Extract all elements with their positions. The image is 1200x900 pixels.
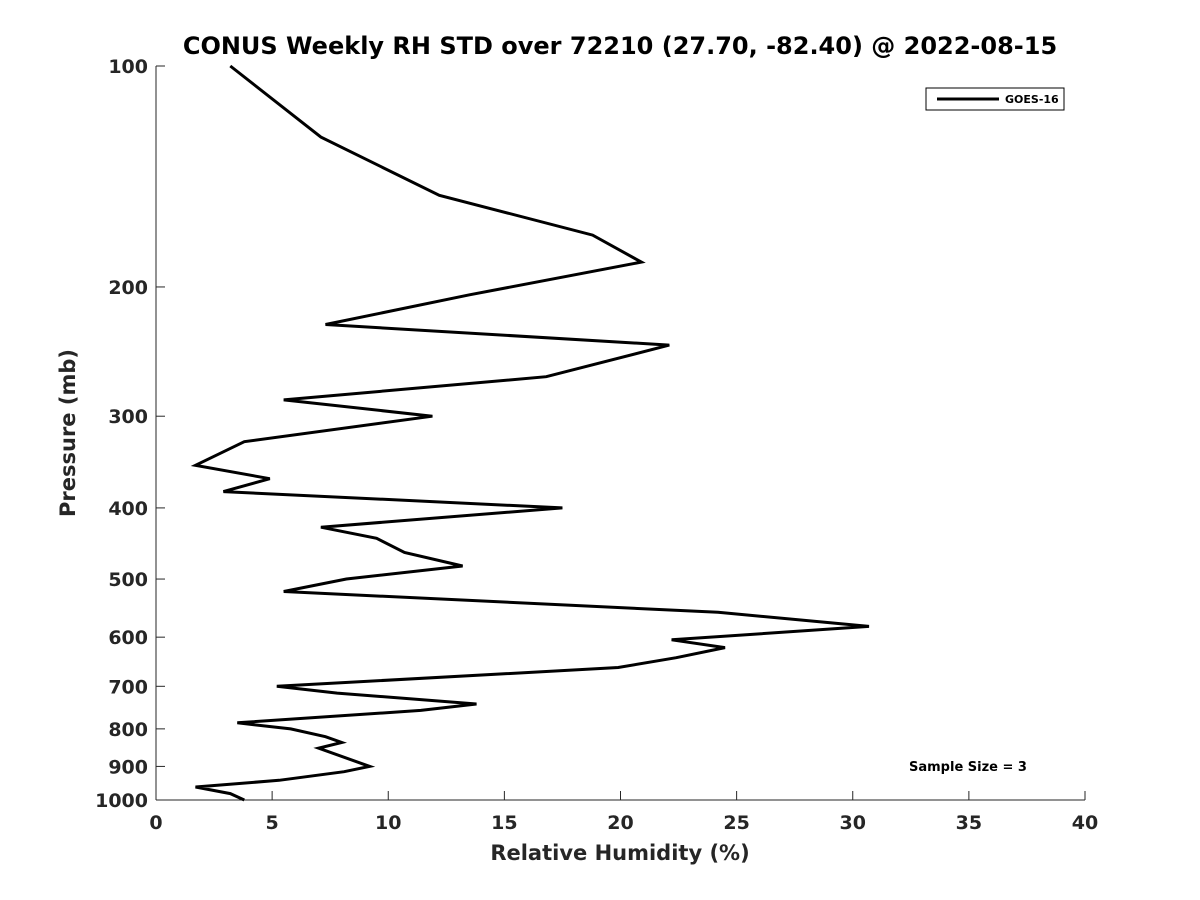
y-axis-label: Pressure (mb) [56,349,80,517]
x-tick-label: 30 [840,812,866,834]
x-tick-label: 5 [266,812,279,834]
y-tick-label: 600 [108,627,148,649]
y-tick-label: 500 [108,569,148,591]
y-tick-label: 200 [108,277,148,299]
chart-title: CONUS Weekly RH STD over 72210 (27.70, -… [183,32,1057,60]
y-tick-label: 800 [108,719,148,741]
y-tick-label: 700 [108,676,148,698]
plot-area: 0 5 10 15 20 25 30 35 40 100 200 300 400 500 600 700 800… [95,56,1098,834]
y-tick-label: 100 [108,56,148,78]
legend-label-goes-16: GOES-16 [1005,93,1059,106]
y-tick-label: 400 [108,498,148,520]
x-tick-label: 40 [1072,812,1098,834]
x-tick-label: 35 [956,812,982,834]
x-tick-label: 15 [491,812,517,834]
legend: GOES-16 [925,87,1065,111]
y-tick-label: 300 [108,406,148,428]
y-tick-label: 1000 [95,790,148,812]
sample-size-annotation: Sample Size = 3 [909,760,1027,775]
x-tick-label: 20 [607,812,633,834]
x-axis-label: Relative Humidity (%) [490,841,749,865]
series-line-goes-16 [190,64,870,802]
x-tick-label: 10 [375,812,401,834]
x-tick-label: 0 [149,812,162,834]
y-tick-label: 900 [108,756,148,778]
x-tick-label: 25 [723,812,749,834]
